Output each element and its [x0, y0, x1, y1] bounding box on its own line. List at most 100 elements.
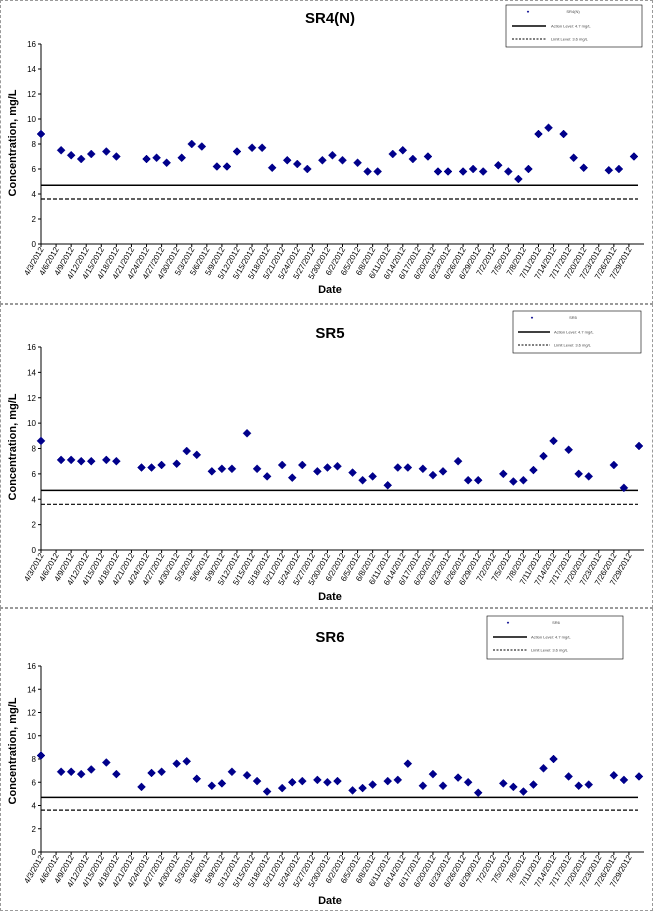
- data-point: [443, 167, 453, 176]
- data-point: [453, 773, 463, 782]
- chart-panel-sr5: SR5 SR5 Action Level: 4.7 mg/L Limit Lev…: [0, 304, 653, 608]
- data-point: [358, 783, 367, 793]
- data-point: [519, 475, 528, 485]
- data-point: [86, 456, 96, 466]
- data-point: [559, 129, 568, 139]
- data-point: [112, 456, 121, 466]
- data-point: [438, 781, 448, 791]
- data-point: [328, 150, 337, 160]
- data-point: [86, 149, 96, 159]
- data-point: [348, 468, 357, 477]
- data-point: [539, 763, 548, 773]
- data-point: [619, 483, 629, 493]
- y-tick-label: 4: [32, 495, 37, 504]
- data-point: [162, 158, 171, 168]
- data-point: [458, 167, 468, 176]
- data-point: [393, 463, 403, 472]
- data-point: [76, 456, 86, 466]
- chart-legend: SR5 Action Level: 4.7 mg/L Limit Level: …: [512, 310, 642, 354]
- data-point: [473, 788, 483, 798]
- data-point: [66, 150, 76, 160]
- x-axis-label: Date: [318, 591, 342, 603]
- data-point: [534, 129, 543, 139]
- data-point: [147, 463, 156, 472]
- data-point: [453, 456, 463, 466]
- data-point: [56, 767, 66, 777]
- data-point: [101, 758, 111, 767]
- chart-svg-sr6: SR6 SR6 Action Level: 4.7 mg/L Limit Lev…: [7, 615, 644, 907]
- y-axis-label: Concentration, mg/L: [7, 697, 19, 804]
- data-point: [473, 475, 483, 485]
- data-point: [172, 759, 182, 769]
- data-point: [56, 145, 66, 155]
- data-point: [157, 460, 166, 470]
- data-point: [403, 759, 413, 769]
- data-point: [348, 786, 357, 795]
- data-point: [152, 153, 161, 163]
- data-point: [529, 780, 538, 789]
- data-point: [137, 782, 146, 792]
- data-point: [564, 445, 573, 455]
- data-point: [227, 767, 237, 777]
- y-tick-label: 10: [27, 115, 36, 124]
- data-point: [292, 159, 302, 169]
- data-point: [252, 464, 262, 474]
- chart-title: SR5: [315, 325, 344, 342]
- data-point: [277, 783, 287, 793]
- data-point: [508, 782, 518, 792]
- y-tick-label: 8: [32, 140, 37, 149]
- data-point: [157, 767, 166, 777]
- data-point: [66, 455, 76, 465]
- chart-panel-sr6: SR6 SR6 Action Level: 4.7 mg/L Limit Lev…: [0, 608, 653, 911]
- data-point: [207, 781, 217, 791]
- data-point: [217, 779, 227, 788]
- data-point: [629, 152, 639, 161]
- data-point: [428, 470, 438, 480]
- data-point: [423, 152, 433, 161]
- data-point: [56, 455, 66, 465]
- data-point: [463, 475, 473, 485]
- data-point: [584, 780, 594, 789]
- data-point: [418, 464, 428, 474]
- data-point: [338, 155, 347, 165]
- y-tick-label: 2: [32, 825, 37, 834]
- y-tick-label: 0: [32, 240, 37, 249]
- y-tick-label: 0: [32, 848, 37, 857]
- y-tick-label: 14: [27, 685, 36, 694]
- data-point: [398, 145, 408, 155]
- data-point: [323, 777, 332, 787]
- data-point: [368, 472, 378, 481]
- y-tick-label: 6: [32, 470, 37, 479]
- data-point: [584, 472, 594, 481]
- data-point: [614, 164, 624, 174]
- data-point: [287, 777, 297, 787]
- data-point: [498, 469, 508, 479]
- data-point: [498, 779, 508, 788]
- y-tick-label: 2: [32, 215, 37, 224]
- data-point: [428, 769, 438, 779]
- data-point: [262, 472, 272, 481]
- y-tick-label: 10: [27, 419, 36, 428]
- y-tick-label: 6: [32, 165, 37, 174]
- data-point: [529, 465, 538, 475]
- data-point: [192, 450, 202, 460]
- plot-area: 02468101214164/3/20124/6/20124/9/20124/1…: [22, 343, 644, 587]
- data-point: [76, 769, 86, 779]
- data-point: [549, 754, 558, 764]
- data-point: [287, 473, 297, 483]
- data-point: [297, 460, 307, 470]
- data-point: [433, 167, 443, 176]
- data-point: [232, 147, 242, 156]
- data-point: [418, 781, 428, 791]
- legend-diamond-icon: [530, 316, 534, 319]
- y-tick-label: 4: [32, 802, 37, 811]
- data-point: [222, 162, 232, 171]
- legend-limit-label: Limit Level: 3.6 mg/L: [551, 37, 589, 42]
- data-point: [478, 167, 488, 176]
- data-point: [101, 147, 111, 156]
- data-point: [318, 155, 327, 165]
- y-tick-label: 0: [32, 546, 37, 555]
- data-point: [313, 775, 322, 785]
- data-point: [36, 436, 46, 446]
- data-point: [358, 475, 367, 485]
